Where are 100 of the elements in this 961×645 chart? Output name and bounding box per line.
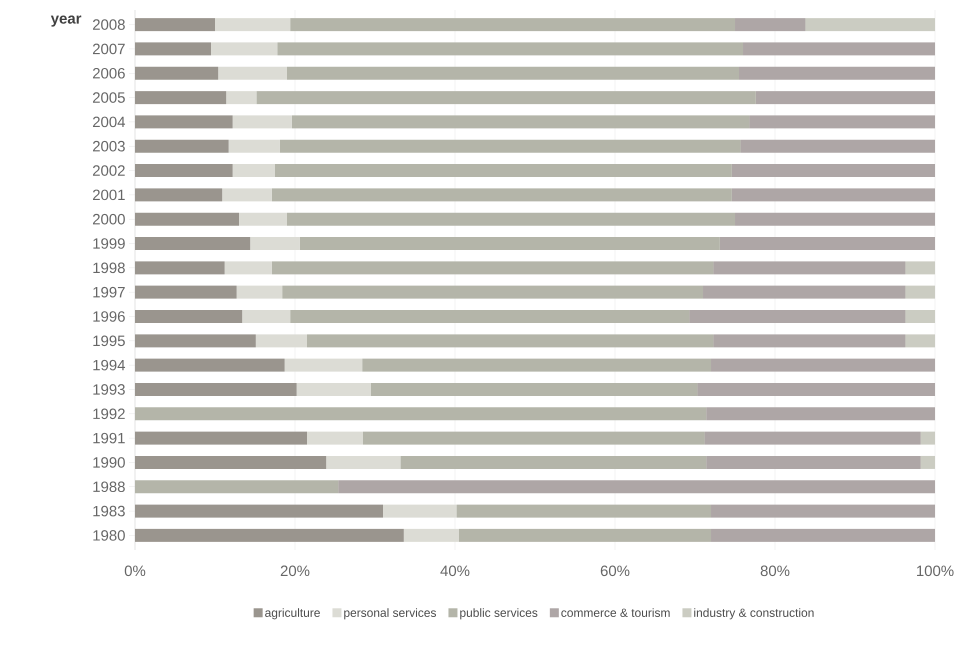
bar xyxy=(272,261,714,274)
bar xyxy=(404,528,460,542)
bar xyxy=(135,237,250,250)
y-tick-label: 2004 xyxy=(92,116,126,128)
bar xyxy=(256,91,756,104)
bar xyxy=(218,66,287,80)
bar xyxy=(711,358,936,372)
bar xyxy=(697,382,936,396)
bar xyxy=(232,115,292,128)
bar xyxy=(905,310,936,323)
bar xyxy=(135,91,226,104)
bar xyxy=(805,18,936,32)
bar xyxy=(749,115,936,128)
y-tick-label: 1992 xyxy=(93,408,125,420)
y-tick-label: 1993 xyxy=(93,384,125,395)
bar xyxy=(732,164,936,178)
legend-label: personal services xyxy=(344,608,436,620)
y-tick-label: 2003 xyxy=(92,140,125,152)
bar xyxy=(711,528,936,542)
bar xyxy=(920,432,936,445)
bar xyxy=(739,66,936,80)
bar xyxy=(224,261,272,274)
bar xyxy=(135,188,222,202)
bar xyxy=(135,18,215,32)
bar xyxy=(456,504,712,518)
y-tick-label: 2008 xyxy=(92,19,125,30)
y-tick-label: 2001 xyxy=(92,190,125,200)
bar xyxy=(290,18,736,32)
y-tick-label: 1996 xyxy=(93,311,125,322)
bar xyxy=(756,91,936,104)
y-tick-label: 1990 xyxy=(93,457,125,468)
bar xyxy=(338,480,936,494)
legend-label: industry & construction xyxy=(694,608,814,620)
bar xyxy=(280,140,741,153)
bar xyxy=(362,358,712,372)
bar xyxy=(135,334,256,348)
bar xyxy=(735,212,936,226)
bar xyxy=(287,66,740,80)
bar xyxy=(135,212,239,226)
x-tick-label: 80% xyxy=(760,566,790,576)
bar xyxy=(228,140,280,153)
x-tick-label: 20% xyxy=(280,566,310,576)
y-tick-label: 1994 xyxy=(93,360,126,370)
bar xyxy=(459,528,712,542)
bar xyxy=(135,504,384,518)
bar xyxy=(282,286,704,299)
bar xyxy=(236,286,282,299)
y-tick-label: 1999 xyxy=(93,238,125,249)
bar xyxy=(905,334,936,348)
bar xyxy=(135,528,404,542)
bar xyxy=(287,212,736,226)
y-tick-label: 2002 xyxy=(92,165,125,176)
bar xyxy=(135,432,307,445)
bar xyxy=(135,286,237,299)
y-tick-label: 1988 xyxy=(93,481,125,492)
bar xyxy=(135,164,233,178)
y-tick-label: 2005 xyxy=(92,92,125,103)
bar xyxy=(740,140,936,153)
bar xyxy=(272,188,732,202)
x-tick-label: 60% xyxy=(600,566,630,576)
bar xyxy=(371,382,698,396)
bar xyxy=(363,432,705,445)
y-tick-label: 1998 xyxy=(93,262,125,274)
bar xyxy=(300,237,720,250)
x-tick-label: 100% xyxy=(917,566,954,576)
bar xyxy=(290,310,690,323)
y-tick-label: 1980 xyxy=(93,530,125,541)
bar xyxy=(135,480,338,494)
legend-label: commerce & tourism xyxy=(561,608,670,617)
bar xyxy=(135,382,297,396)
bar xyxy=(222,188,272,202)
bar xyxy=(706,456,921,469)
bar xyxy=(277,42,744,56)
y-tick-label: 2007 xyxy=(92,44,125,54)
bar xyxy=(732,188,936,202)
bar xyxy=(239,212,287,226)
bar xyxy=(226,91,257,104)
bar xyxy=(400,456,706,469)
x-tick-label: 0% xyxy=(124,566,146,576)
bar xyxy=(242,310,290,323)
bar xyxy=(135,407,706,420)
bar xyxy=(703,286,906,299)
bar xyxy=(706,407,936,420)
x-tick-label: 40% xyxy=(440,566,470,576)
bar xyxy=(135,42,211,56)
bar xyxy=(296,382,372,396)
bar xyxy=(250,237,300,250)
y-tick-label: 1995 xyxy=(93,336,125,346)
legend-label: public services xyxy=(460,608,538,620)
bar xyxy=(215,18,290,32)
y-tick-label: 1991 xyxy=(93,432,125,444)
bar xyxy=(905,286,936,299)
bar xyxy=(135,140,229,153)
y-tick-label: 2006 xyxy=(92,68,125,79)
bar xyxy=(743,42,936,56)
bar xyxy=(704,432,921,445)
bar xyxy=(905,261,936,274)
bar xyxy=(713,261,906,274)
bar xyxy=(135,456,326,469)
bar xyxy=(275,164,732,178)
